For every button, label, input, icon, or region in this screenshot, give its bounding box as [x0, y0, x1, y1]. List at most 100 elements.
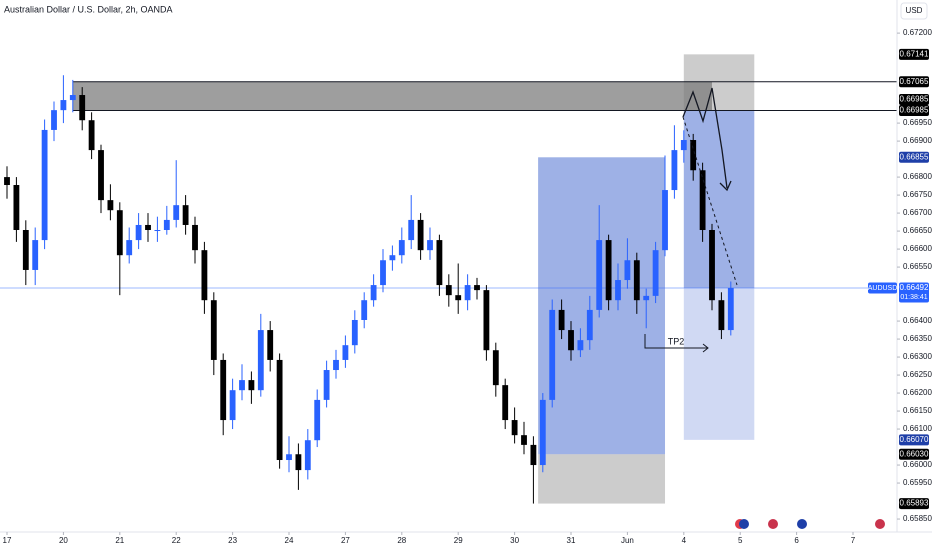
currency-label: USD: [906, 6, 923, 15]
y-tick-label: 0.66550: [903, 262, 932, 271]
candle-body: [492, 350, 499, 386]
candle-body: [107, 200, 114, 211]
candle-body: [699, 170, 706, 231]
price-label-box: [899, 48, 929, 60]
tp-arrow: [702, 343, 709, 353]
candle-body: [126, 240, 133, 256]
y-tick-label: 0.66700: [903, 208, 932, 217]
candle-body: [69, 95, 76, 101]
x-tick-label: 23: [228, 536, 237, 545]
price-label: 0.67141: [900, 49, 929, 58]
candle-body: [464, 285, 471, 301]
candle-body: [286, 454, 292, 461]
candle-body: [32, 240, 39, 270]
candle-body: [549, 309, 556, 400]
candle-body: [248, 380, 255, 391]
currency-button[interactable]: [900, 2, 928, 20]
candle-body: [98, 150, 104, 201]
candle-body: [192, 224, 198, 251]
candle-body: [615, 280, 621, 301]
candle-body: [521, 435, 527, 445]
price-label: 0.66070: [900, 435, 929, 444]
candle-body: [163, 219, 170, 231]
candle-body: [652, 250, 659, 296]
candle-body: [145, 224, 151, 231]
x-tick-label: Jun: [621, 536, 634, 545]
tp-line: [644, 334, 708, 349]
candle-body: [173, 205, 180, 220]
candle-body: [276, 359, 283, 461]
x-tick-label: 29: [454, 536, 463, 545]
candle-body: [680, 140, 687, 151]
y-tick-label: 0.66600: [903, 244, 932, 253]
candle-body: [671, 150, 678, 191]
y-tick-label: 0.66400: [903, 316, 932, 325]
x-tick-label: 6: [794, 536, 799, 545]
price-label: 0.67065: [900, 77, 929, 86]
candle-body: [210, 300, 217, 360]
x-tick-label: 22: [172, 536, 181, 545]
event-icons: [735, 519, 885, 529]
x-tick-label: 27: [341, 536, 350, 545]
y-tick-label: 0.66250: [903, 370, 932, 379]
candle-body: [709, 230, 715, 301]
candle-body: [417, 219, 424, 251]
price-label: 0.66985: [900, 95, 929, 104]
price-label-box: [899, 105, 929, 117]
zone: [538, 454, 666, 504]
event-icon[interactable]: [875, 519, 885, 529]
candle-body: [323, 370, 330, 400]
x-tick-label: 17: [3, 536, 12, 545]
candle-body: [398, 240, 405, 256]
y-tick-label: 0.66100: [903, 424, 932, 433]
price-label: 0.66030: [900, 449, 929, 458]
chart-title: Australian Dollar / U.S. Dollar, 2h, OAN…: [4, 4, 173, 14]
candle-body: [13, 185, 20, 231]
candle-body: [154, 230, 161, 232]
candle-body: [267, 330, 274, 360]
candle-body: [643, 295, 650, 301]
event-icon[interactable]: [768, 519, 778, 529]
projection-path: [682, 87, 728, 189]
y-tick-label: 0.66900: [903, 136, 932, 145]
candle-body: [4, 177, 10, 186]
candle-body: [662, 190, 668, 251]
y-tick-label: 0.66150: [903, 406, 932, 415]
candle-body: [51, 110, 57, 130]
candle-body: [88, 120, 95, 151]
candle-body: [389, 255, 396, 261]
candle-body: [558, 309, 565, 331]
candle-body: [351, 319, 358, 346]
candle-body: [22, 230, 29, 270]
event-icon[interactable]: [797, 519, 807, 529]
price-label-box: [899, 151, 929, 163]
price-label: 0.66855: [900, 152, 929, 161]
candle-body: [79, 95, 86, 121]
candle-body: [718, 300, 725, 331]
candle-body: [539, 399, 546, 466]
candle-body: [182, 205, 189, 225]
candle-body: [135, 224, 142, 241]
candle-body: [624, 260, 631, 281]
y-tick-label: 0.65850: [903, 514, 932, 523]
tp-label: TP2: [668, 336, 685, 346]
x-tick-label: 21: [115, 536, 124, 545]
candle-body: [314, 399, 321, 441]
x-tick-label: 4: [682, 536, 687, 545]
candle-body: [511, 420, 518, 436]
candle-body: [304, 440, 311, 471]
candle-body: [436, 240, 443, 286]
candle-body: [229, 390, 236, 421]
candle-body: [370, 285, 377, 301]
candle-body: [568, 330, 574, 351]
price-label-box: [899, 76, 929, 88]
x-tick-label: 30: [510, 536, 519, 545]
x-tick-label: 24: [285, 536, 294, 545]
price-label-box: [899, 498, 929, 510]
zone: [683, 110, 755, 288]
zone: [72, 81, 713, 111]
candle-body: [342, 345, 349, 360]
event-icon[interactable]: [739, 519, 749, 529]
candle-body: [474, 285, 480, 291]
